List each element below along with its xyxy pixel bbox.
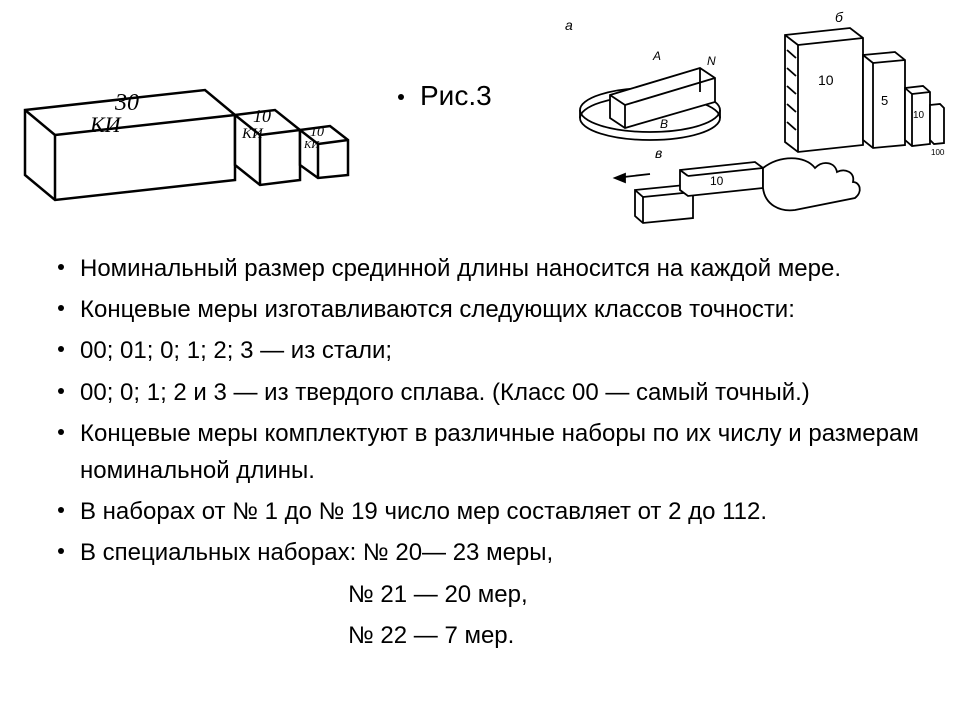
left-gauge-blocks-diagram: 30 КИ 10 КИ 10 КИ: [10, 50, 370, 210]
block-30-bottom: КИ: [89, 112, 122, 137]
block-10b-bottom: КИ: [303, 139, 320, 151]
bullet-item: 00; 0; 1; 2 и 3 — из твердого сплава. (К…: [80, 374, 930, 411]
panel-a-label-A: А: [652, 49, 661, 63]
indented-line: № 21 — 20 мер,: [80, 576, 930, 613]
panel-b-letter: б: [835, 10, 844, 25]
right-illustration: а А N B б 10: [555, 10, 945, 230]
panel-c-letter: в: [655, 145, 662, 161]
panel-b-block-1005: 1005: [931, 148, 945, 157]
panel-b-block-10: 10: [818, 72, 834, 88]
block-10a-top: 10: [253, 106, 271, 126]
bullet-item: Концевые меры комплектуют в различные на…: [80, 415, 930, 489]
content-list: Номинальный размер срединной длины нанос…: [80, 250, 930, 658]
indented-line: № 22 — 7 мер.: [80, 617, 930, 654]
panel-b-block-10b: 10: [913, 110, 925, 121]
block-10b-top: 10: [310, 125, 324, 140]
bullet-item: 00; 01; 0; 1; 2; 3 — из стали;: [80, 332, 930, 369]
bullet-item: В специальных наборах: № 20— 23 меры,: [80, 534, 930, 571]
bullet-item: В наборах от № 1 до № 19 число мер соста…: [80, 493, 930, 530]
panel-a-letter: а: [565, 17, 573, 33]
panel-b-block-5: 5: [881, 93, 888, 108]
panel-a-label-B: B: [660, 117, 668, 131]
block-10a-bottom: КИ: [241, 126, 264, 142]
bullet-item: Номинальный размер срединной длины нанос…: [80, 250, 930, 287]
panel-a-label-N: N: [707, 54, 716, 68]
top-area: 30 КИ 10 КИ 10 КИ Рис.3 а: [0, 0, 960, 230]
figure-caption: Рис.3: [420, 80, 492, 112]
bullet-item: Концевые меры изготавливаются следующих …: [80, 291, 930, 328]
panel-c-block-label: 10: [710, 174, 724, 188]
